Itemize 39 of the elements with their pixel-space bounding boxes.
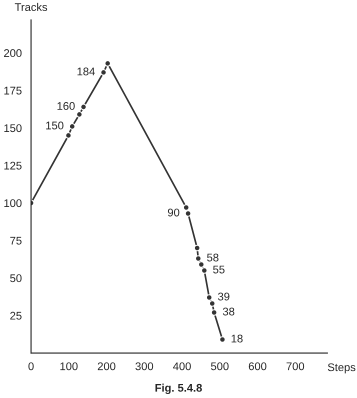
point (100, 69, 107, 76)
point (210, 309, 218, 316)
annotation: 184 (78, 68, 95, 76)
x-axis-title: Steps (328, 363, 356, 374)
y-tick-label: 200 (4, 49, 22, 58)
y-tick-label: 100 (4, 199, 22, 208)
x-tick-label: 200 (98, 362, 116, 370)
point (80, 104, 87, 110)
point (104, 60, 111, 67)
y-tick-label: 75 (10, 236, 22, 245)
y-tick-label: 50 (10, 274, 22, 282)
caption: Fig. 5.4.8 (155, 384, 202, 394)
point (201, 267, 208, 274)
point (219, 336, 226, 343)
annotation: 150 (46, 122, 64, 130)
x-tick-label: 700 (286, 362, 304, 370)
y-axis-title: Tracks (14, 2, 48, 12)
x-tick-label: 500 (210, 362, 229, 370)
y-tick-label: 125 (4, 162, 22, 170)
annotation: 160 (58, 102, 75, 110)
y-tick-label: 25 (10, 312, 22, 320)
x-tick-label: 0 (28, 362, 34, 370)
point (76, 111, 83, 118)
point (65, 132, 72, 139)
x-tick-label: 400 (173, 362, 191, 370)
y-tick-label: 175 (4, 86, 22, 95)
y-tick-label: 150 (4, 124, 22, 132)
annotation: 18 (232, 334, 243, 343)
annotation: 39 (218, 292, 230, 300)
x-tick-label: 300 (135, 362, 154, 370)
x-tick-label: 100 (60, 362, 78, 370)
point (194, 244, 200, 252)
x-tick-label: 600 (248, 362, 266, 370)
annotation: 38 (222, 308, 234, 316)
annotation: 90 (168, 208, 180, 216)
annotation: 58 (207, 254, 218, 262)
point (184, 210, 192, 217)
annotation: 55 (213, 266, 225, 274)
point (182, 204, 190, 211)
